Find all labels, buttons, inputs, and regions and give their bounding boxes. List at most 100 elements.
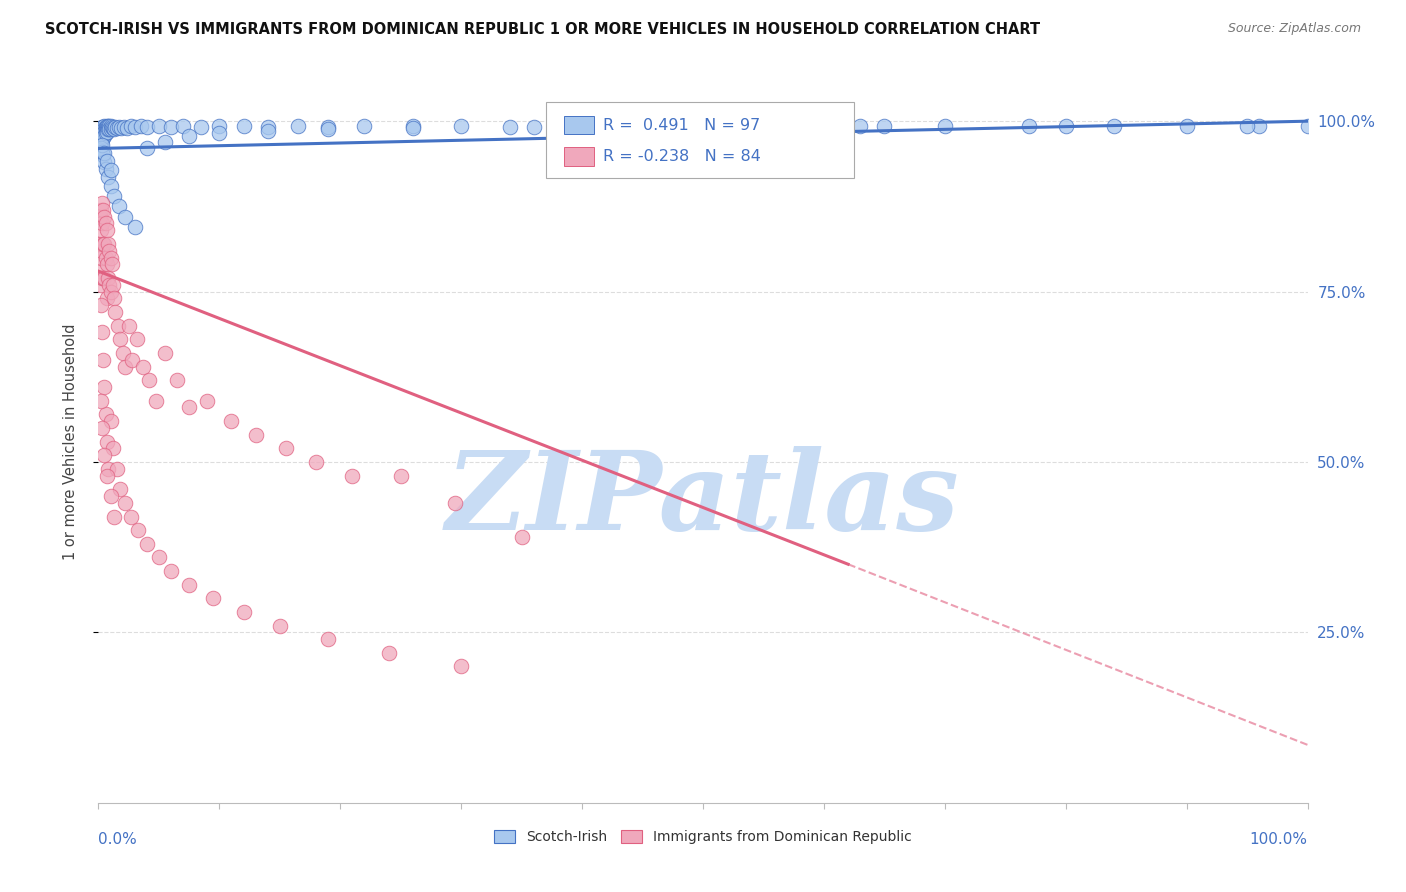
Point — [90, 120, 112, 135]
Point — [256, 120, 278, 134]
Point — [93, 125, 115, 139]
Point — [450, 119, 472, 133]
Point — [93, 448, 115, 462]
Point — [316, 122, 339, 136]
Point — [208, 127, 231, 141]
Point — [100, 121, 122, 136]
Point — [166, 373, 188, 387]
Point — [100, 489, 122, 503]
Point — [523, 120, 546, 134]
Point — [179, 401, 201, 415]
Point — [93, 155, 115, 169]
Point — [100, 257, 122, 271]
Point — [103, 509, 125, 524]
Point — [90, 131, 112, 145]
Point — [117, 120, 139, 135]
Point — [160, 120, 183, 134]
Point — [96, 119, 118, 133]
Point — [100, 414, 122, 428]
Point — [148, 550, 170, 565]
Point — [1102, 119, 1125, 133]
Point — [179, 129, 201, 144]
Point — [114, 359, 136, 374]
Point — [100, 285, 122, 299]
Point — [153, 346, 176, 360]
Point — [93, 210, 115, 224]
Point — [90, 251, 112, 265]
Point — [91, 122, 114, 136]
Point — [94, 216, 117, 230]
Point — [132, 359, 155, 374]
Point — [91, 202, 114, 217]
Point — [94, 407, 117, 421]
Point — [91, 271, 114, 285]
Point — [96, 434, 118, 449]
Point — [221, 414, 243, 428]
Point — [1054, 119, 1077, 133]
Point — [89, 236, 111, 251]
Point — [91, 120, 114, 134]
Point — [97, 119, 120, 133]
Point — [172, 119, 194, 133]
Point — [94, 126, 117, 140]
Point — [108, 120, 131, 134]
Point — [124, 219, 146, 234]
Point — [202, 591, 225, 606]
Point — [94, 251, 117, 265]
Point — [103, 292, 125, 306]
Point — [91, 421, 114, 435]
Point — [96, 468, 118, 483]
Point — [96, 121, 118, 136]
Point — [90, 135, 112, 149]
Point — [510, 530, 533, 544]
Text: ZIPatlas: ZIPatlas — [446, 446, 960, 553]
Point — [97, 462, 120, 476]
Point — [179, 577, 201, 591]
Point — [208, 119, 231, 133]
Point — [90, 124, 112, 138]
Point — [91, 120, 114, 134]
Point — [118, 318, 141, 333]
Point — [765, 119, 787, 133]
Point — [91, 244, 114, 258]
Text: 100.0%: 100.0% — [1250, 831, 1308, 847]
Point — [104, 305, 127, 319]
Point — [692, 119, 714, 133]
Point — [97, 122, 120, 136]
Point — [120, 119, 142, 133]
Point — [91, 133, 114, 147]
Point — [692, 119, 714, 133]
Point — [402, 119, 425, 133]
Point — [98, 244, 121, 258]
Point — [89, 128, 111, 142]
Point — [135, 120, 157, 134]
Point — [135, 141, 157, 155]
Point — [190, 120, 212, 134]
Point — [97, 170, 120, 185]
Point — [274, 442, 297, 456]
Point — [93, 121, 115, 136]
Point — [101, 442, 124, 456]
Point — [100, 251, 122, 265]
Point — [107, 318, 129, 333]
Point — [153, 135, 176, 149]
Point — [96, 153, 118, 168]
Point — [96, 125, 118, 139]
Point — [305, 455, 328, 469]
Point — [91, 138, 114, 153]
Point — [619, 119, 641, 133]
Point — [444, 496, 467, 510]
Point — [103, 122, 125, 136]
Point — [111, 346, 134, 360]
Point — [90, 223, 112, 237]
Point — [108, 482, 131, 496]
Point — [195, 393, 218, 408]
Point — [91, 127, 114, 141]
FancyBboxPatch shape — [564, 116, 595, 135]
Point — [96, 257, 118, 271]
Point — [353, 119, 375, 133]
Point — [316, 120, 339, 134]
Point — [498, 120, 520, 134]
Point — [93, 146, 115, 161]
Point — [450, 659, 472, 673]
